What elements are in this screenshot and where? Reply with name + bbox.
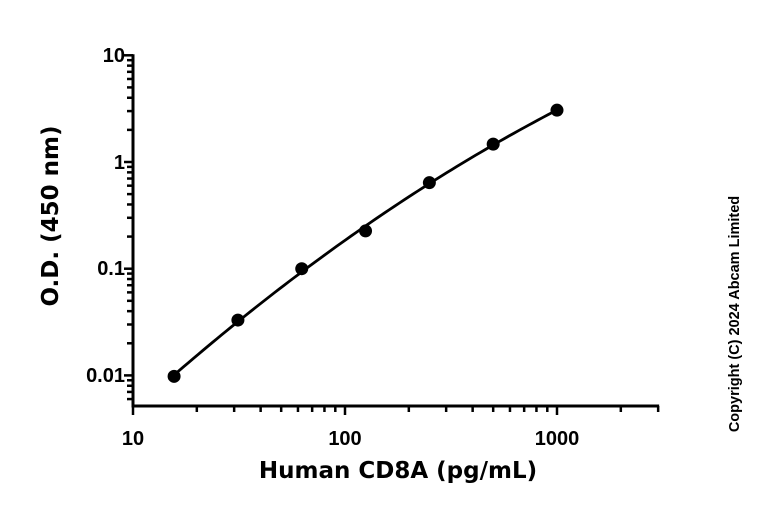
data-point — [486, 137, 500, 151]
x-tick-label-10: 10 — [122, 428, 144, 450]
data-points — [167, 103, 564, 383]
fit-curve — [173, 108, 558, 377]
data-point — [359, 224, 373, 238]
axes — [124, 54, 660, 415]
fit-curve-path — [173, 108, 558, 377]
data-point — [231, 313, 245, 327]
y-tick-label-1: 1 — [114, 152, 125, 174]
data-point — [422, 176, 436, 190]
copyright-notice: Copyright (C) 2024 Abcam Limited — [727, 196, 743, 432]
x-tick-label-1000: 1000 — [535, 428, 580, 450]
data-point — [295, 262, 309, 276]
y-tick-label-0.01: 0.01 — [86, 365, 125, 387]
x-tick-label-100: 100 — [328, 428, 361, 450]
y-axis-title: O.D. (450 nm) — [38, 125, 64, 306]
y-tick-label-0.1: 0.1 — [97, 258, 125, 280]
data-point — [550, 103, 564, 117]
x-axis-title: Human CD8A (pg/mL) — [259, 458, 537, 484]
y-tick-label-10: 10 — [103, 45, 125, 67]
data-point — [167, 369, 181, 383]
